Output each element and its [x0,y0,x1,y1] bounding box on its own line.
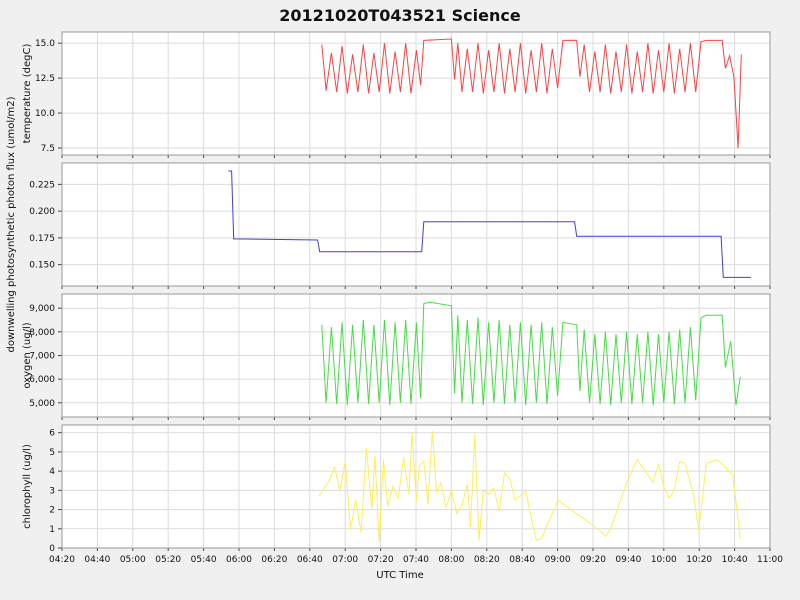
chart-title: 20121020T043521 Science [279,6,521,25]
y-tick-label: 7,000 [29,352,55,362]
charts-area: 7.5 10.0 12.5 15.0 temperature (degC) 0.150 0.… [0,28,800,554]
y-tick-label: 2 [49,506,55,516]
plot-frame [61,162,771,287]
y-tick-label: 0.175 [29,234,55,244]
x-tick-label: 09:40 [615,555,641,565]
y-tick-label: 10.0 [35,109,55,119]
series-line-temperature [321,38,742,149]
gridlines [61,32,771,155]
y-tick-label: 6 [49,429,55,439]
x-tick-labels-svg: 04:20 04:40 05:00 05:20 05:40 06:00 06:20 06:40… [49,555,783,565]
y-axis-ticks: 0 1 2 3 4 5 6 [49,429,62,554]
x-tick-label: 08:20 [474,555,500,565]
y-axis-label-temperature: temperature (degC) [22,44,33,144]
x-axis-label: UTC Time [376,570,424,581]
x-tick-label: 09:20 [580,555,606,565]
y-axis-ticks: 7.5 10.0 12.5 15.0 [35,39,62,154]
y-tick-label: 5,000 [29,399,55,409]
y-axis-ticks: 5,000 6,000 7,000 8,000 9,000 [29,304,62,409]
y-axis-label-chlorophyll: chlorophyll (ug/l) [22,444,33,529]
chart-temperature: 7.5 10.0 12.5 15.0 temperature (degC) [0,28,800,159]
y-tick-label: 6,000 [29,375,55,385]
x-tick-label: 08:00 [438,555,464,565]
y-axis-label-oxygen: oxygen (ug/l) [22,322,33,388]
x-tick-label: 10:40 [722,555,748,565]
y-tick-label: 3 [49,486,55,496]
x-tick-label: 07:20 [368,555,394,565]
y-tick-label: 7.5 [41,144,55,154]
series-line-oxygen [321,301,741,406]
y-tick-label: 0.200 [29,207,55,217]
series-line-ppf [228,170,751,278]
y-tick-label: 1 [49,525,55,535]
chart-svg-oxygen: 5,000 6,000 7,000 8,000 9,000 oxygen (ug/l) [22,293,771,420]
x-tick-label: 05:20 [155,555,181,565]
x-tick-label: 08:40 [509,555,535,565]
x-tick-label: 06:40 [297,555,323,565]
y-tick-label: 15.0 [35,39,55,49]
x-tick-label: 05:00 [120,555,146,565]
x-tick-label: 11:00 [757,555,783,565]
x-axis-tick-labels: 04:20 04:40 05:00 05:20 05:40 06:00 06:20 06:40… [0,552,800,566]
y-tick-label: 0.150 [29,261,55,271]
y-tick-label: 9,000 [29,304,55,314]
chart-svg-chlorophyll: 0 1 2 3 4 5 6 chlorophyll (ug/l) [22,424,771,554]
y-tick-label: 0.225 [29,180,55,190]
y-tick-label: 4 [49,467,55,477]
chart-ppf: 0.150 0.175 0.200 0.225 downwelling photosyn… [0,96,800,352]
chart-svg-ppf: 0.150 0.175 0.200 0.225 downwelling photosyn… [6,96,771,352]
plot-frame [61,424,771,549]
y-axis-label-ppf: downwelling photosynthetic photon flux (… [6,96,17,352]
plot-frame [61,293,771,418]
plot-frame [61,31,771,156]
y-tick-label: 8,000 [29,328,55,338]
x-tick-label: 05:40 [191,555,217,565]
x-tick-label: 06:20 [261,555,287,565]
x-tick-label: 10:00 [651,555,677,565]
y-tick-label: 12.5 [35,74,55,84]
y-tick-label: 0 [49,544,55,554]
x-tick-label: 09:00 [545,555,571,565]
x-tick-label: 04:20 [49,555,75,565]
x-tick-label: 04:40 [84,555,110,565]
x-tick-label: 07:40 [403,555,429,565]
x-tick-label: 06:00 [226,555,252,565]
gridlines [61,163,771,286]
y-axis-ticks: 0.150 0.175 0.200 0.225 [29,180,62,271]
chart-chlorophyll: 0 1 2 3 4 5 6 chlorophyll (ug/l) [0,421,800,554]
y-tick-label: 5 [49,448,55,458]
series-line-chlorophyll [318,430,741,543]
x-tick-label: 10:20 [686,555,712,565]
x-tick-label: 07:00 [332,555,358,565]
chart-oxygen: 5,000 6,000 7,000 8,000 9,000 oxygen (ug/l) [0,290,800,421]
